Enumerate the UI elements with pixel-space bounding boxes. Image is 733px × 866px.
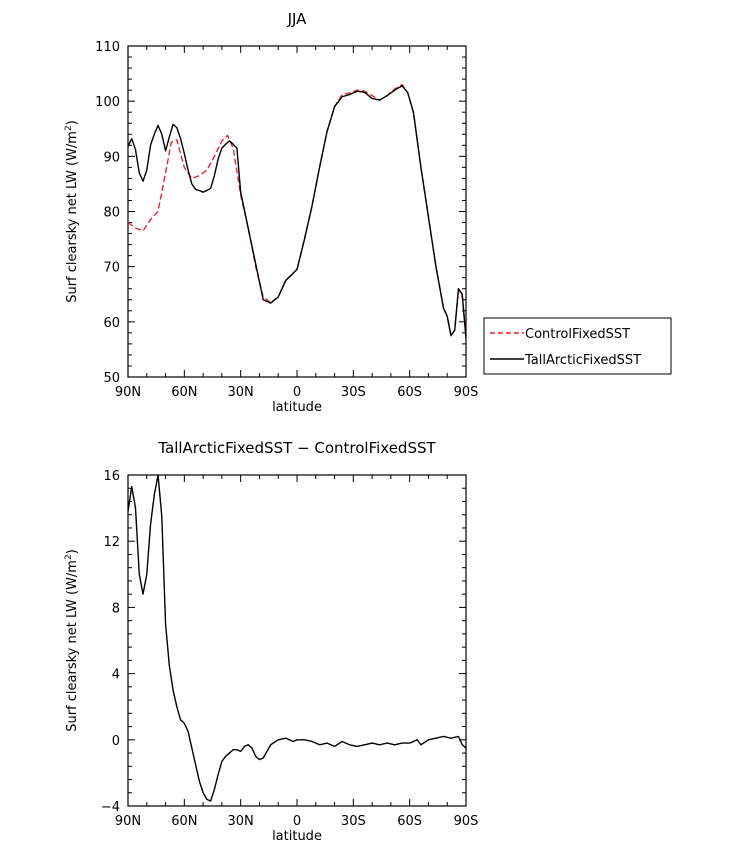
y-tick-label: −4 xyxy=(101,800,120,815)
legend-entry: ControlFixedSST xyxy=(525,327,630,342)
x-tick-label: 90S xyxy=(454,814,479,829)
x-tick-label: 60N xyxy=(171,814,197,829)
x-tick-label: 30N xyxy=(228,385,254,400)
x-tick-label: 0 xyxy=(293,814,301,829)
x-tick-label: 90N xyxy=(115,814,141,829)
panel-bottom: 90N 60N 30N 0 30S 60S 90S −4 0 4 8 12 16 TallArcticFi… xyxy=(64,439,478,844)
plot-frame xyxy=(127,474,467,807)
x-tick-label: 60N xyxy=(171,385,197,400)
x-tick-label: 60S xyxy=(397,385,422,400)
x-tick-label: 90N xyxy=(115,385,141,400)
legend-box xyxy=(483,317,672,375)
x-tick-label: 0 xyxy=(293,385,301,400)
y-axis-label: Surf clearsky net LW (W/m2) xyxy=(64,120,80,303)
x-tick-label: 60S xyxy=(397,814,422,829)
panel-top: 90N 60N 30N 0 30S 60S 90S 50 60 70 80 90 100 110 JJA la… xyxy=(64,10,478,415)
chart-title: JJA xyxy=(287,10,308,28)
x-tick-label: 30N xyxy=(228,814,254,829)
y-tick-label: 110 xyxy=(95,40,120,55)
chart-title: TallArcticFixedSST − ControlFixedSST xyxy=(157,439,436,457)
legend-entry: TallArcticFixedSST xyxy=(524,353,641,368)
x-axis-label: latitude xyxy=(272,829,322,844)
y-tick-label: 70 xyxy=(103,261,120,276)
series-line-tallarcticfixedsst xyxy=(128,85,466,339)
y-axis-label: Surf clearsky net LW (W/m2) xyxy=(64,549,80,732)
series-line-difference xyxy=(128,475,466,802)
y-tick-label: 90 xyxy=(103,150,120,165)
y-tick-label: 50 xyxy=(103,371,120,386)
legend: ControlFixedSST TallArcticFixedSST xyxy=(483,317,672,375)
y-tick-label: 80 xyxy=(103,206,120,221)
y-tick-label: 60 xyxy=(103,316,120,331)
y-tick-label: 12 xyxy=(103,535,120,550)
y-tick-label: 100 xyxy=(95,95,120,110)
y-tick-label: 16 xyxy=(103,469,120,484)
plot-frame xyxy=(127,45,467,378)
y-tick-label: 0 xyxy=(112,734,120,749)
y-tick-label: 4 xyxy=(112,668,120,683)
x-tick-label: 30S xyxy=(341,385,366,400)
x-tick-label: 90S xyxy=(454,385,479,400)
x-tick-label: 30S xyxy=(341,814,366,829)
y-tick-label: 8 xyxy=(112,601,120,616)
x-axis-label: latitude xyxy=(272,400,322,415)
